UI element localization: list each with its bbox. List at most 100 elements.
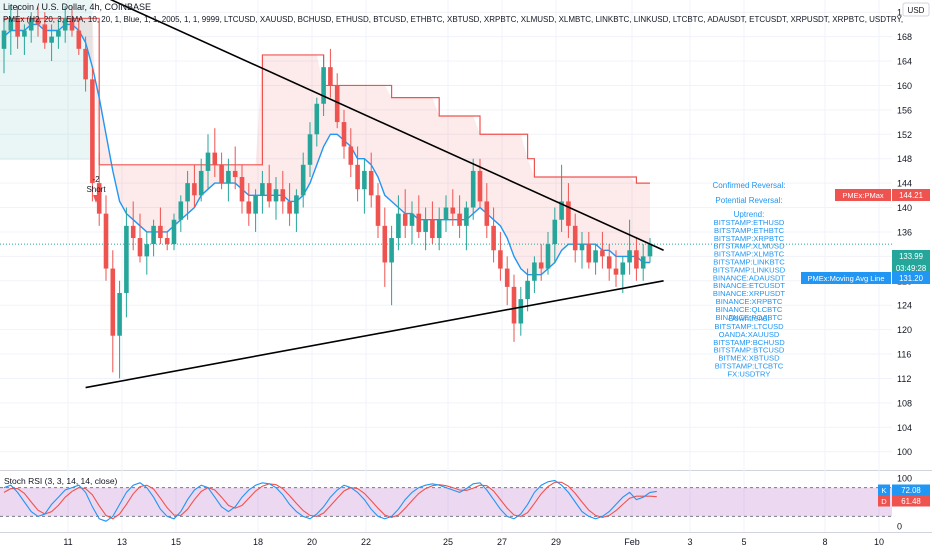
candle-body [464, 207, 469, 226]
candle-body [334, 85, 340, 123]
candle-body [280, 189, 286, 202]
candle-body [470, 170, 476, 208]
rsi-tick-label: 100 [897, 474, 912, 484]
time-tick-label: 18 [253, 537, 263, 547]
downtrend-item: BITSTAMP:BTCUSD [714, 346, 785, 355]
candle-body [341, 122, 347, 147]
candle-body [151, 225, 156, 245]
uptrend-item: BITSTAMP:XLMUSD [713, 242, 785, 251]
price-tag-label-box [835, 189, 891, 201]
rsi-tag-box [892, 495, 930, 507]
candle-body [538, 262, 544, 269]
price-tick-label: 124 [897, 301, 912, 311]
candle-body [396, 213, 401, 239]
candle-body [491, 225, 496, 251]
candle-body [124, 225, 129, 293]
time-tick-label: 29 [551, 537, 561, 547]
time-tick-label: 8 [822, 537, 827, 547]
uptrend-item: BINANCE:XRPBTC [716, 297, 783, 306]
candle-body [613, 268, 619, 275]
candle-body [83, 48, 88, 80]
panel-downtrend-title: Downtrend: [729, 314, 770, 323]
uptrend-item: BITSTAMP:XLMBTC [714, 250, 785, 259]
candle-body [416, 213, 422, 232]
candle-body [185, 183, 190, 202]
candle-body [443, 207, 449, 220]
candle-body [634, 250, 639, 269]
short-signal-label: Short [86, 185, 106, 194]
candle-body [205, 152, 211, 171]
price-tick-label: 100 [897, 447, 912, 457]
price-tick-label: 164 [897, 57, 912, 67]
price-tag-box [892, 250, 930, 262]
candle-body [423, 219, 428, 232]
trendline [109, 0, 664, 251]
candle-body [96, 183, 102, 214]
candle-body [586, 244, 592, 263]
candle-body [164, 238, 170, 245]
price-tick-label: 168 [897, 32, 912, 42]
candle-body [103, 213, 109, 269]
candle-body [511, 286, 517, 324]
candle-body [640, 256, 646, 269]
short-signal-value: -2 [92, 175, 100, 184]
time-tick-label: 15 [171, 537, 181, 547]
rsi-tag-label-box [878, 484, 890, 496]
candle-body [627, 250, 632, 263]
symbol-title: Litecoin / U.S. Dollar, 4h, COINBASE [3, 2, 151, 12]
candle-body [457, 213, 462, 226]
time-tick-label: 3 [687, 537, 692, 547]
price-tick-label: 116 [897, 350, 911, 360]
candle-body [69, 18, 75, 31]
candle-body [239, 177, 245, 202]
time-tick-label: 22 [361, 537, 371, 547]
candle-body [56, 30, 61, 37]
candle-body [402, 213, 408, 226]
rsi-band [0, 487, 892, 517]
candle-body [321, 67, 326, 104]
candle-body [450, 207, 456, 214]
candle-body [130, 225, 136, 239]
uptrend-item: BINANCE:XRPUSDT [713, 289, 786, 298]
downtrend-item: BITMEX:XBTUSD [718, 354, 780, 363]
candle-body [498, 250, 503, 269]
candle-body [566, 201, 571, 226]
rsi-title: Stoch RSI (3, 3, 14, 14, close) [4, 476, 118, 486]
candle-body [158, 225, 163, 239]
candle-body [559, 201, 564, 220]
candle-body [253, 195, 258, 214]
price-tick-label: 144 [897, 179, 912, 189]
candle-body [552, 219, 558, 245]
uptrend-item: BITSTAMP:ETHUSD [714, 218, 785, 227]
candle-body [287, 201, 292, 214]
uptrend-item: BITSTAMP:XRPBTC [714, 234, 785, 243]
time-tick-label: 20 [307, 537, 317, 547]
downtrend-item: FX:USDTRY [728, 369, 771, 378]
price-tick-label: 136 [897, 227, 912, 237]
downtrend-item: BITSTAMP:LTCUSD [714, 322, 784, 331]
candle-body [300, 164, 306, 196]
candle-body [518, 299, 524, 324]
trendline [85, 279, 664, 389]
uptrend-item: BITSTAMP:LINKBTC [713, 258, 785, 267]
uptrend-item: BINANCE:POABTC [715, 313, 783, 322]
candle-body [294, 195, 299, 214]
candle-body [260, 183, 265, 196]
panel-uptrend-title: Uptrend: [734, 210, 765, 219]
time-tick-label: 13 [117, 537, 127, 547]
uptrend-item: BINANCE:QLCBTC [716, 305, 783, 314]
price-tick-label: 152 [897, 130, 912, 140]
candle-body [477, 170, 483, 202]
candle-body [137, 238, 143, 257]
price-tag-label-box [801, 272, 891, 284]
price-tag-box [892, 262, 930, 274]
candle-body [600, 250, 605, 257]
price-tag-box [892, 272, 930, 284]
candle-body [409, 213, 415, 226]
candle-body [8, 18, 14, 31]
rsi-d-line [3, 481, 657, 520]
candle-body [22, 30, 27, 37]
candle-body [219, 164, 224, 184]
